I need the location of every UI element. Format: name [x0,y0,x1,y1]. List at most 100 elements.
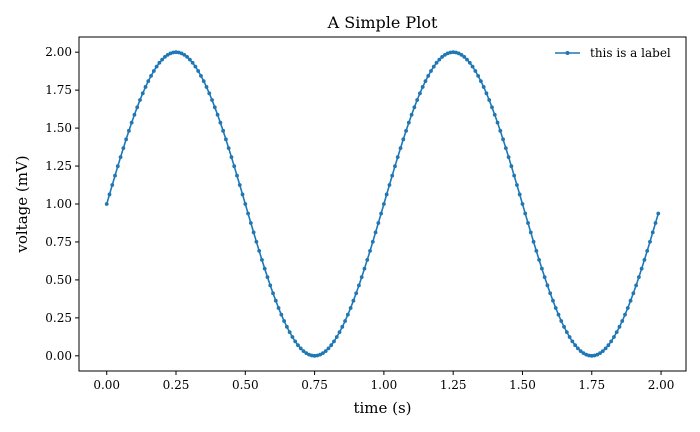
data-point [645,249,650,253]
data-point [246,211,250,216]
data-point [559,319,564,323]
x-tick-label: 2.00 [648,378,675,392]
data-point [448,50,453,55]
data-point [415,98,420,102]
data-point [587,353,591,358]
data-point [473,69,478,73]
data-point [151,69,156,73]
data-point [370,239,375,244]
data-point [506,155,511,159]
data-point [340,324,345,329]
data-point [537,257,541,262]
data-point [589,353,594,358]
data-point [595,352,600,357]
data-point [567,335,572,339]
data-point [207,91,212,96]
data-point [276,306,281,310]
x-tick-label: 1.50 [509,378,536,392]
data-point [606,343,611,348]
data-point [237,183,242,187]
data-point [509,164,514,169]
data-point [542,275,547,280]
data-point [304,351,309,355]
x-tick-label: 1.25 [440,378,467,392]
data-point [138,98,142,102]
data-point [481,85,486,89]
data-point [484,91,489,96]
data-point [124,137,129,142]
data-point [520,202,525,206]
data-point [143,85,148,89]
data-point [332,339,336,344]
data-point [523,211,528,216]
data-point [157,60,162,65]
data-point [365,257,370,262]
legend-marker-swatch [565,51,570,55]
data-point [104,202,109,206]
data-point [515,183,519,187]
data-point [420,85,425,89]
data-point [650,230,655,235]
data-point [576,346,580,351]
data-point [490,105,494,110]
data-point [387,183,392,187]
data-point [440,54,444,59]
data-point [337,330,342,335]
data-point [401,137,406,142]
data-point [376,221,381,225]
data-point [409,112,414,117]
data-point [248,221,253,225]
data-point [132,112,137,117]
data-point [135,105,140,110]
data-point [126,128,131,133]
data-point [354,291,359,296]
data-point [287,330,292,335]
data-point [578,349,583,354]
data-point [243,202,248,206]
y-tick-label: 0.25 [45,311,72,325]
data-point [406,120,411,125]
data-point [598,351,602,355]
data-point [282,319,287,323]
data-point [390,173,395,178]
data-point [290,335,295,339]
data-point [362,266,367,271]
x-tick-label: 0.75 [301,378,328,392]
data-point [553,306,558,310]
data-point [204,85,209,89]
data-point [573,343,578,348]
data-point [459,53,464,57]
data-point [404,128,408,133]
data-point [110,183,115,187]
data-point [381,202,386,206]
data-point [215,112,220,117]
data-point [534,249,539,253]
data-point [487,98,492,102]
x-axis-label: time (s) [353,399,411,417]
data-point [418,91,422,96]
data-point [293,339,298,344]
data-point [107,192,112,197]
plot-area [78,36,687,372]
data-point [271,291,275,296]
data-point [149,73,153,78]
data-point [656,211,661,216]
data-point [268,283,273,288]
data-point [185,54,190,59]
data-point [603,346,608,351]
data-point [564,330,569,335]
data-point [423,79,428,84]
data-point [201,79,206,84]
data-point [210,98,214,102]
data-point [262,266,267,271]
data-point [531,239,536,244]
data-point [296,343,300,348]
data-point [235,173,239,178]
data-point [343,319,347,323]
data-point [232,164,237,169]
data-point [179,51,184,56]
data-point [498,128,503,133]
data-point [129,120,134,125]
data-point [653,221,658,225]
data-point [279,312,284,317]
